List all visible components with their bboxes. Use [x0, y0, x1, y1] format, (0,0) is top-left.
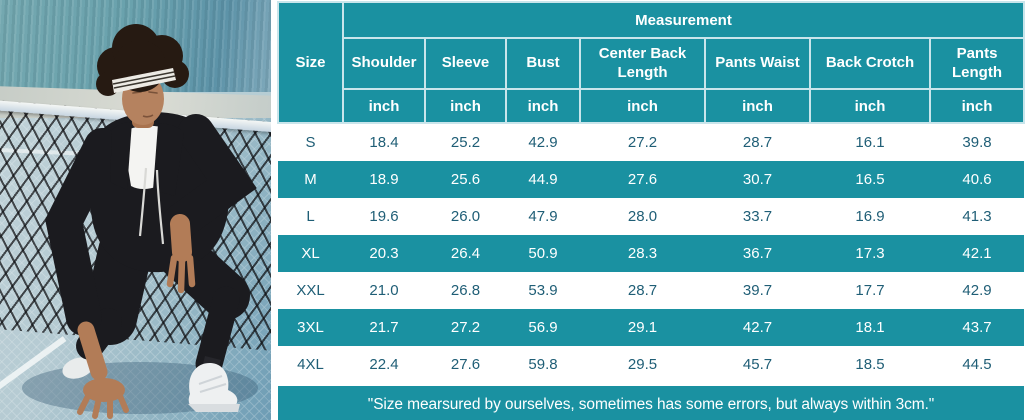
size-value-cell: 21.7: [343, 309, 425, 346]
size-value-cell: 44.5: [930, 346, 1024, 385]
measurement-header: Measurement: [342, 1, 1025, 39]
size-value-cell: 28.7: [705, 123, 810, 161]
size-value-cell: 42.9: [930, 272, 1024, 309]
size-label-cell: XXL: [278, 272, 343, 309]
table-row-xxl: XXL 21.0 26.8 53.9 28.7 39.7 17.7 42.9: [278, 272, 1024, 309]
size-value-cell: 18.5: [810, 346, 930, 385]
size-value-cell: 50.9: [506, 235, 580, 272]
size-value-cell: 42.1: [930, 235, 1024, 272]
size-value-cell: 26.4: [425, 235, 506, 272]
size-value-cell: 18.4: [343, 123, 425, 161]
size-value-cell: 29.1: [580, 309, 705, 346]
unit-cell: inch: [809, 88, 931, 124]
size-value-cell: 27.2: [580, 123, 705, 161]
size-label-cell: S: [278, 123, 343, 161]
unit-cell: inch: [704, 88, 811, 124]
size-value-cell: 27.2: [425, 309, 506, 346]
size-value-cell: 18.9: [343, 161, 425, 198]
unit-cell: inch: [424, 88, 507, 124]
size-value-cell: 19.6: [343, 198, 425, 235]
table-row-3xl: 3XL 21.7 27.2 56.9 29.1 42.7 18.1 43.7: [278, 309, 1024, 346]
size-value-cell: 16.9: [810, 198, 930, 235]
size-value-cell: 25.6: [425, 161, 506, 198]
size-value-cell: 16.1: [810, 123, 930, 161]
size-value-cell: 17.3: [810, 235, 930, 272]
size-value-cell: 16.5: [810, 161, 930, 198]
size-label-cell: L: [278, 198, 343, 235]
unit-cell: inch: [579, 88, 706, 124]
table-row-l: L 19.6 26.0 47.9 28.0 33.7 16.9 41.3: [278, 198, 1024, 235]
size-value-cell: 30.7: [705, 161, 810, 198]
size-value-cell: 27.6: [580, 161, 705, 198]
size-chart-table: Size Measurement Shoulder Sleeve Bust Cente…: [277, 1, 1025, 420]
size-value-cell: 44.9: [506, 161, 580, 198]
size-value-cell: 36.7: [705, 235, 810, 272]
table-row-xl: XL 20.3 26.4 50.9 28.3 36.7 17.3 42.1: [278, 235, 1024, 272]
column-header-back-crotch: Back Crotch: [809, 37, 931, 90]
unit-cell: inch: [342, 88, 426, 124]
column-header-center-back-length: Center Back Length: [579, 37, 706, 90]
size-label-cell: 3XL: [278, 309, 343, 346]
size-value-cell: 45.7: [705, 346, 810, 385]
model-photo: [0, 0, 271, 420]
size-value-cell: 28.0: [580, 198, 705, 235]
table-row-4xl: 4XL 22.4 27.6 59.8 29.5 45.7 18.5 44.5: [278, 346, 1024, 385]
size-value-cell: 42.9: [506, 123, 580, 161]
size-value-cell: 27.6: [425, 346, 506, 385]
size-value-cell: 29.5: [580, 346, 705, 385]
size-value-cell: 28.7: [580, 272, 705, 309]
column-header-pants-length: Pants Length: [929, 37, 1025, 90]
size-value-cell: 18.1: [810, 309, 930, 346]
column-header-sleeve: Sleeve: [424, 37, 507, 90]
size-value-cell: 39.8: [930, 123, 1024, 161]
size-value-cell: 28.3: [580, 235, 705, 272]
table-row-s: S 18.4 25.2 42.9 27.2 28.7 16.1 39.8: [278, 123, 1024, 161]
size-value-cell: 39.7: [705, 272, 810, 309]
size-value-cell: 22.4: [343, 346, 425, 385]
size-value-cell: 42.7: [705, 309, 810, 346]
table-row-m: M 18.9 25.6 44.9 27.6 30.7 16.5 40.6: [278, 161, 1024, 198]
size-value-cell: 25.2: [425, 123, 506, 161]
size-value-cell: 53.9: [506, 272, 580, 309]
size-value-cell: 21.0: [343, 272, 425, 309]
size-column-header: Size: [277, 1, 344, 124]
size-value-cell: 43.7: [930, 309, 1024, 346]
size-label-cell: 4XL: [278, 346, 343, 385]
column-header-bust: Bust: [505, 37, 581, 90]
size-value-cell: 41.3: [930, 198, 1024, 235]
size-value-cell: 56.9: [506, 309, 580, 346]
size-value-cell: 17.7: [810, 272, 930, 309]
model-person-illustration: [22, 24, 258, 419]
unit-cell: inch: [505, 88, 581, 124]
size-value-cell: 20.3: [343, 235, 425, 272]
size-value-cell: 33.7: [705, 198, 810, 235]
measurement-note: "Size mearsured by ourselves, sometimes …: [278, 383, 1024, 420]
size-value-cell: 47.9: [506, 198, 580, 235]
size-label-cell: M: [278, 161, 343, 198]
column-header-shoulder: Shoulder: [342, 37, 426, 90]
unit-cell: inch: [929, 88, 1025, 124]
size-value-cell: 59.8: [506, 346, 580, 385]
size-value-cell: 26.0: [425, 198, 506, 235]
size-value-cell: 40.6: [930, 161, 1024, 198]
size-label-cell: XL: [278, 235, 343, 272]
column-header-pants-waist: Pants Waist: [704, 37, 811, 90]
size-value-cell: 26.8: [425, 272, 506, 309]
